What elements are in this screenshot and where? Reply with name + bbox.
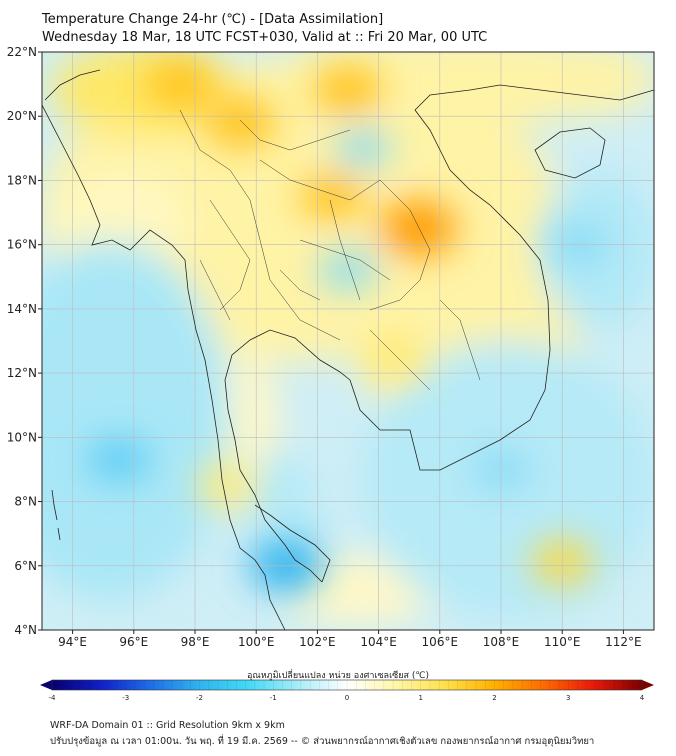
lat-tick-label: 6°N <box>14 559 37 573</box>
lon-tick-label: 98°E <box>181 635 210 649</box>
longitude-axis: 94°E 96°E 98°E 100°E 102°E 104°E 106°E 108°E 110… <box>58 630 642 649</box>
lon-tick-label: 110°E <box>544 635 581 649</box>
lon-tick-label: 94°E <box>58 635 87 649</box>
footer-update-info: ปรับปรุงข้อมูล ณ เวลา 01:00น. วัน พฤ. ที… <box>50 736 595 747</box>
admin-borders <box>179 109 481 391</box>
colorbar-tick-label: -1 <box>270 694 277 700</box>
lon-tick-label: 108°E <box>483 635 520 649</box>
colorbar-tick-label: 3 <box>566 694 570 700</box>
lon-tick-label: 96°E <box>119 635 148 649</box>
cold-anomaly-5 <box>335 129 392 168</box>
colorbar-tick-label: -2 <box>196 694 203 700</box>
lon-tick-label: 104°E <box>360 635 397 649</box>
colorbar-tick-label: 2 <box>492 694 496 700</box>
lat-tick-label: 22°N <box>7 45 37 59</box>
lat-tick-label: 4°N <box>14 623 37 637</box>
colorbar-tick-label: 0 <box>345 694 349 700</box>
colorbar-tick-label: 1 <box>419 694 423 700</box>
coastlines <box>42 69 654 630</box>
colorbar-max-arrow <box>642 680 654 690</box>
colorbar-min-arrow <box>40 680 52 690</box>
lat-tick-label: 10°N <box>7 430 37 444</box>
warm-anomaly-4 <box>380 200 457 257</box>
lat-tick-label: 16°N <box>7 238 37 252</box>
warm-anomaly-2 <box>314 65 382 116</box>
warm-anomaly-0 <box>146 59 213 109</box>
footer-model-info: WRF-DA Domain 01 :: Grid Resolution 9km … <box>50 720 285 731</box>
lat-tick-label: 8°N <box>14 495 37 509</box>
lon-tick-label: 102°E <box>299 635 336 649</box>
colorbar-gradient <box>52 680 642 690</box>
warm-anomaly-1 <box>206 97 276 149</box>
lat-tick-label: 14°N <box>7 302 37 316</box>
temperature-field <box>42 52 654 630</box>
warm-anomaly-5 <box>364 335 424 379</box>
map-figure: 94°E 96°E 98°E 100°E 102°E 104°E 106°E 108°E 110… <box>7 45 655 700</box>
colorbar-title: อุณหภูมิเปลี่ยนแปลง หน่วย องศาเซลเซียส (… <box>246 671 430 681</box>
lat-tick-label: 12°N <box>7 366 37 380</box>
cold-anomaly-2 <box>318 250 378 291</box>
warm-anomaly-7 <box>198 465 254 506</box>
map-frame <box>41 51 655 631</box>
colorbar-frame <box>51 679 643 691</box>
lon-tick-label: 112°E <box>605 635 642 649</box>
cold-anomaly-0 <box>86 437 151 482</box>
warm-anomaly-3 <box>300 172 366 221</box>
lat-tick-label: 20°N <box>7 109 37 123</box>
lon-tick-label: 100°E <box>238 635 275 649</box>
colorbar-tick-label: -4 <box>49 694 57 700</box>
graticule <box>42 52 654 630</box>
chart-subtitle: Wednesday 18 Mar, 18 UTC FCST+030, Valid… <box>42 30 488 45</box>
lat-tick-label: 18°N <box>7 173 37 187</box>
latitude-axis: 22°N 20°N 18°N 16°N 14°N 12°N 10°N 8°N 6°N 4°N <box>7 45 42 637</box>
colorbar-tick-label: 4 <box>640 694 645 700</box>
lon-tick-label: 106°E <box>422 635 459 649</box>
colorbar: -4 -3 -2 -1 0 1 2 3 4 <box>40 679 654 700</box>
chart-title: Temperature Change 24-hr (℃) - [Data Ass… <box>42 12 384 27</box>
colorbar-tick-label: -3 <box>122 694 129 700</box>
